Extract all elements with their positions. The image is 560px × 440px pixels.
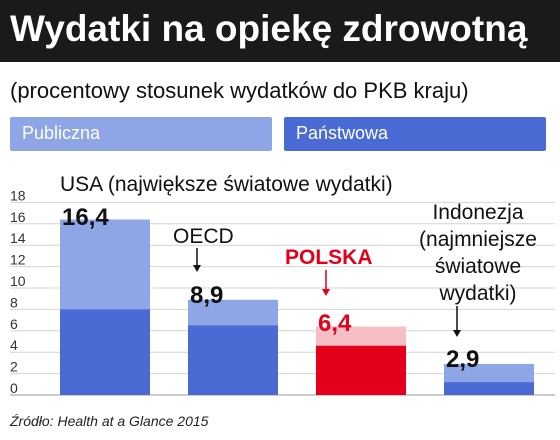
y-tick-label-10: 10 [10,273,26,289]
y-tick-label-18: 18 [10,187,26,203]
chart-title: Wydatki na opiekę zdrowotną [10,8,528,49]
arrow-polska-head [322,289,330,296]
value-label-usa: 16,4 [62,204,109,231]
annotation-oecd: OECD [173,225,234,248]
title-bar: Wydatki na opiekę zdrowotną [0,0,560,62]
chart-subtitle: (procentowy stosunek wydatków do PKB kra… [10,78,469,103]
legend-item-publiczna: Publiczna [10,117,272,151]
value-label-polska: 6,4 [318,310,352,337]
bar-panstwowa-indonezja [444,382,534,395]
legend-item-panstwowa: Państwowa [284,117,546,151]
y-tick-label-8: 8 [10,294,18,310]
y-tick-label-12: 12 [10,252,26,268]
y-tick-label-0: 0 [10,380,18,396]
bar-panstwowa-usa [60,309,150,395]
arrow-indonezja-head [453,330,461,337]
annotation-indonezja-line-1: (najmniejsze [419,228,537,251]
y-tick-label-14: 14 [10,230,26,246]
y-tick-label-6: 6 [10,316,18,332]
annotation-indonezja-line-3: wydatki) [438,282,516,305]
value-label-indonezja: 2,9 [446,346,479,373]
legend-label-panstwowa: Państwowa [296,123,389,143]
bar-panstwowa-polska [316,345,406,395]
arrow-oecd-head [193,265,201,272]
annotation-indonezja-line-2: światowe [435,255,521,278]
y-tick-label-2: 2 [10,359,18,375]
bar-panstwowa-oecd [188,325,278,395]
annotation-polska: POLSKA [285,246,373,269]
y-tick-label-4: 4 [10,337,18,353]
annotation-indonezja-line-0: Indonezja [432,201,523,224]
annotation-usa: USA (największe światowe wydatki) [60,173,393,196]
value-label-oecd: 8,9 [190,282,223,309]
legend-label-publiczna: Publiczna [22,123,101,143]
y-tick-label-16: 16 [10,209,26,225]
source-note: Źródło: Health at a Glance 2015 [10,413,209,429]
